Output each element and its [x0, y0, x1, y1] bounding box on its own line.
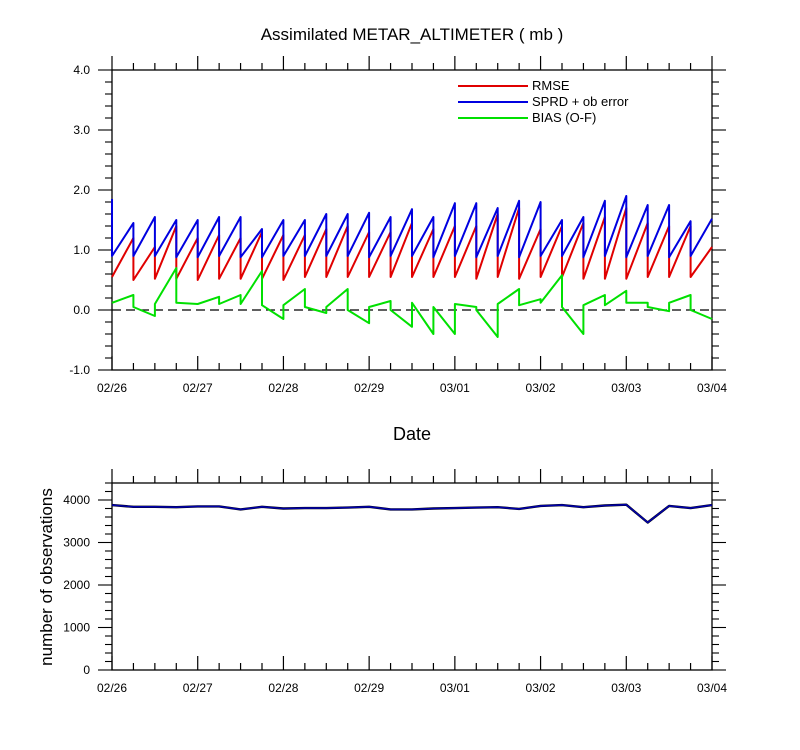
x-tick-label: 03/04 — [697, 381, 727, 395]
legend-label: BIAS (O-F) — [532, 110, 596, 125]
sprd-series-line — [111, 195, 713, 259]
y-tick-label: 2.0 — [73, 183, 90, 197]
x-tick-label: 02/29 — [354, 381, 384, 395]
x-tick-label: 02/27 — [183, 681, 213, 695]
observations-possible-line — [111, 503, 713, 524]
legend-label: SPRD + ob error — [532, 94, 629, 109]
top-panel: 02/26 02/27 02/28 02/29 03/01 03/02 03/03 03/04… — [69, 56, 727, 395]
x-tick-label: 02/27 — [183, 381, 213, 395]
chart-title: Assimilated METAR_ALTIMETER ( mb ) — [261, 25, 564, 44]
x-tick-label: 02/29 — [354, 681, 384, 695]
y-tick-label: 4000 — [63, 493, 90, 507]
x-tick-label: 03/01 — [440, 381, 470, 395]
y-axis-label-observations: number of observations — [37, 488, 56, 666]
x-axis-label: Date — [393, 424, 431, 444]
y-tick-label: 0.0 — [73, 303, 90, 317]
bottom-panel: 02/26 02/27 02/28 02/29 03/01 03/02 03/03 03/04… — [63, 469, 727, 695]
y-tick-label: 4.0 — [73, 63, 90, 77]
x-tick-label: 02/28 — [268, 381, 298, 395]
x-tick-label: 03/03 — [611, 381, 641, 395]
y-tick-label: 1.0 — [73, 243, 90, 257]
x-tick-label: 03/02 — [526, 381, 556, 395]
legend-label: RMSE — [532, 78, 570, 93]
x-tick-label: 03/03 — [611, 681, 641, 695]
y-tick-label: 1000 — [63, 621, 90, 635]
y-tick-label: 2000 — [63, 578, 90, 592]
x-tick-label: 03/04 — [697, 681, 727, 695]
x-tick-label: 02/26 — [97, 381, 127, 395]
y-tick-label: -1.0 — [69, 363, 90, 377]
observations-used-line — [111, 503, 713, 524]
x-tick-label: 02/28 — [268, 681, 298, 695]
x-tick-label: 03/02 — [526, 681, 556, 695]
y-tick-label: 3000 — [63, 536, 90, 550]
plot-frame — [111, 482, 713, 671]
bias-series-line — [111, 267, 713, 338]
y-tick-label: 3.0 — [73, 123, 90, 137]
y-tick-label: 0 — [83, 663, 90, 677]
x-tick-label: 03/01 — [440, 681, 470, 695]
x-tick-label: 02/26 — [97, 681, 127, 695]
